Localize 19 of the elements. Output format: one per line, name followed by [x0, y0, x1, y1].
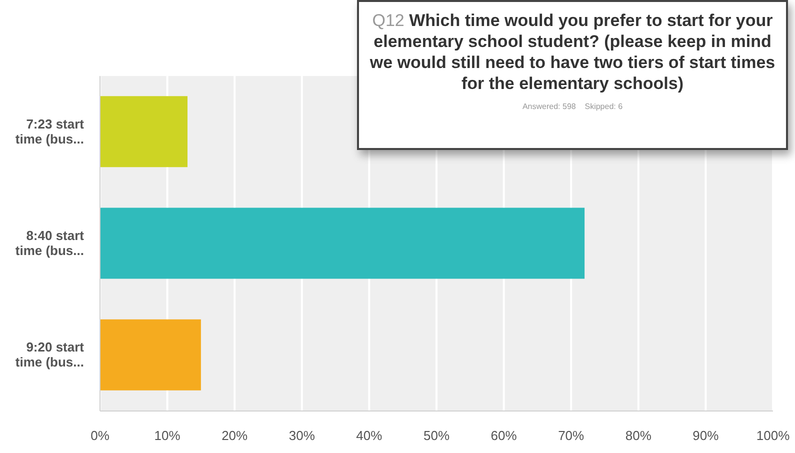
bar: [100, 319, 201, 390]
x-tick-label: 60%: [490, 428, 518, 444]
y-tick-label: 8:40 start time (bus...: [15, 228, 85, 258]
x-tick-label: 70%: [558, 428, 585, 444]
x-tick-label: 80%: [625, 428, 652, 444]
title-card: Q12 Which time would you prefer to start for your elementary school student? (please keep in mind we would still need to have two tiers of start times for the elementary schools) Answered: 598 Skipped: 6: [357, 0, 788, 150]
chart-title: Q12 Which time would you prefer to start for your elementary school student? (please keep in mind we would still need to have two tiers of start times for the elementary schools): [368, 10, 776, 94]
x-tick-label: 20%: [222, 428, 248, 444]
x-tick-label: 40%: [356, 428, 383, 444]
x-tick-label: 50%: [423, 428, 450, 444]
y-tick-label: 7:23 start time (bus...: [15, 116, 85, 146]
bar: [100, 96, 188, 168]
x-tick-label: 100%: [756, 428, 790, 444]
x-tick-label: 90%: [692, 428, 720, 444]
x-tick-label: 30%: [288, 428, 316, 444]
y-tick-label: 9:20 start time (bus...: [15, 340, 85, 370]
x-tick-label: 0%: [90, 428, 110, 444]
x-tick-label: 10%: [154, 428, 181, 444]
bar: [100, 208, 585, 279]
